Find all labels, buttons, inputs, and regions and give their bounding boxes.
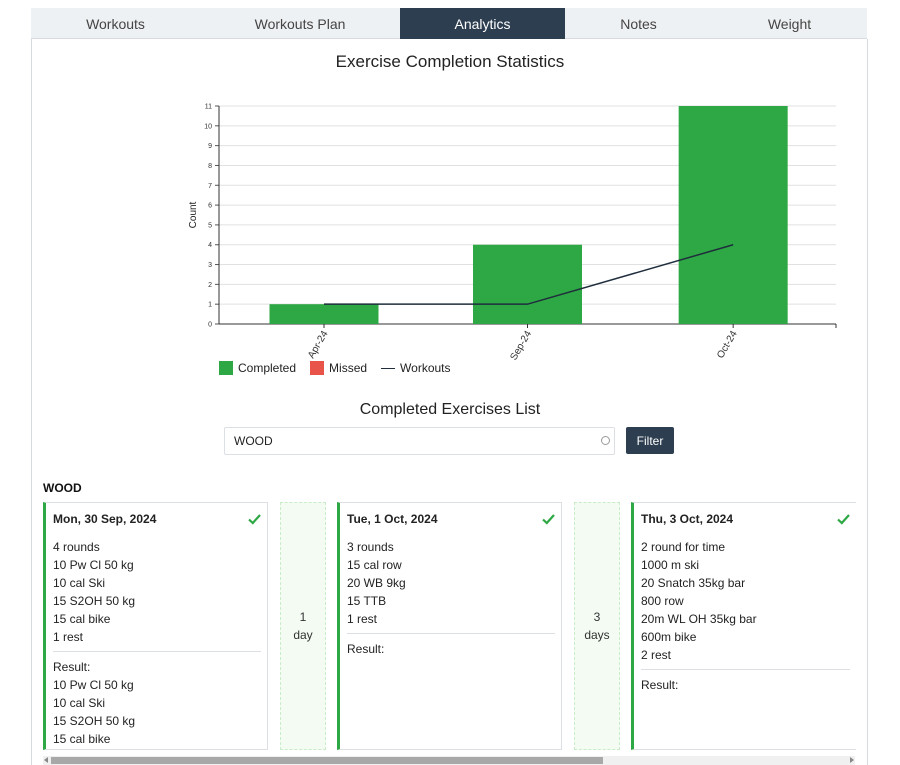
legend-missed[interactable]: Missed	[310, 361, 367, 375]
completion-chart: 0 1 2 3 4 5 6 7 8 9 10 11 Count Apr-24 Sep-24 Oct-24	[188, 104, 837, 363]
legend-workouts[interactable]: Workouts	[381, 361, 451, 375]
y-tick-label: 11	[205, 104, 212, 111]
card-line: 1 rest	[347, 612, 378, 626]
card-line: 15 cal bike	[53, 612, 111, 626]
card-date: Thu, 3 Oct, 2024	[641, 512, 734, 526]
x-tick-label: Oct-24	[715, 329, 740, 361]
result-label: Result:	[347, 642, 385, 656]
workout-card[interactable]: Mon, 30 Sep, 2024 4 rounds 10 Pw Cl 50 k…	[43, 502, 268, 750]
result-label: Result:	[53, 660, 91, 674]
y-tick-label: 1	[208, 302, 212, 309]
check-icon	[837, 514, 850, 525]
card-line: 15 TTB	[347, 594, 387, 608]
card-line: 600m bike	[641, 630, 697, 644]
legend-missed-label: Missed	[329, 361, 368, 375]
y-tick-label: 0	[208, 322, 212, 329]
card-line: 15 S2OH 50 kg	[53, 594, 136, 608]
legend-missed-swatch	[310, 361, 325, 375]
result-line: 10 Pw Cl 50 kg	[53, 678, 134, 692]
card-line: 10 cal Ski	[53, 576, 106, 590]
legend-workouts-swatch	[381, 367, 396, 369]
analytics-panel	[31, 39, 868, 765]
y-tick-label: 4	[208, 242, 212, 249]
section-label: WOOD	[43, 481, 82, 495]
tab-bar: Workouts Workouts Plan Analytics Notes W…	[31, 8, 867, 39]
result-line: 15 S2OH 50 kg	[53, 714, 136, 728]
search-input[interactable]	[225, 428, 614, 454]
result-line: 10 cal Ski	[53, 696, 106, 710]
result-line: 15 cal bike	[53, 732, 111, 746]
tab-weight[interactable]: Weight	[767, 15, 812, 32]
card-divider	[53, 651, 261, 652]
y-tick-label: 6	[208, 203, 212, 210]
gap-unit: days	[584, 628, 610, 642]
search-field	[224, 427, 615, 455]
card-line: 1000 m ski	[641, 558, 700, 572]
card-line: 2 round for time	[641, 540, 726, 554]
y-tick-label: 8	[208, 163, 212, 170]
card-divider	[641, 669, 850, 670]
card-line: 20 Snatch 35kg bar	[641, 576, 746, 590]
card-divider	[347, 633, 555, 634]
card-line: 2 rest	[641, 648, 672, 662]
result-label: Result:	[641, 678, 679, 692]
gap-unit: day	[293, 628, 313, 642]
workout-card[interactable]: Tue, 1 Oct, 2024 3 rounds 15 cal row 20 …	[337, 502, 562, 750]
y-tick-label: 2	[208, 282, 212, 289]
y-axis-label: Count	[188, 201, 199, 228]
tab-notes[interactable]: Notes	[620, 15, 657, 32]
card-line: 4 rounds	[53, 540, 100, 554]
legend-completed[interactable]: Completed	[219, 361, 296, 375]
card-date: Mon, 30 Sep, 2024	[53, 512, 157, 526]
filter-button[interactable]: Filter	[626, 427, 674, 454]
card-line: 20 WB 9kg	[347, 576, 406, 590]
gap-number: 1	[299, 610, 307, 624]
x-tick-label: Apr-24	[306, 329, 331, 361]
tab-analytics[interactable]: Analytics	[400, 8, 565, 39]
x-tick-label: Sep-24	[508, 329, 534, 363]
scroll-thumb[interactable]	[51, 757, 603, 764]
completed-bar	[269, 304, 379, 324]
y-tick-label: 9	[208, 143, 212, 150]
workout-card[interactable]: Thu, 3 Oct, 2024 2 round for time 1000 m…	[631, 502, 856, 750]
tab-workouts[interactable]: Workouts	[86, 15, 145, 32]
y-tick-label: 3	[208, 262, 212, 269]
y-tick-label: 7	[208, 183, 212, 190]
check-icon	[542, 514, 555, 525]
chart-title: Exercise Completion Statistics	[335, 52, 565, 71]
card-line: 1 rest	[53, 630, 84, 644]
card-line: 800 row	[641, 594, 684, 608]
day-gap: 1 day	[280, 502, 326, 750]
completed-bar	[472, 244, 583, 324]
chart-legend: Completed Missed Workouts	[219, 361, 465, 375]
horizontal-scrollbar[interactable]	[43, 756, 855, 765]
legend-workouts-label: Workouts	[400, 361, 451, 375]
completed-bar	[678, 106, 788, 324]
legend-completed-label: Completed	[238, 361, 297, 375]
legend-completed-swatch	[219, 361, 233, 375]
card-line: 3 rounds	[347, 540, 394, 554]
clear-circle-icon[interactable]	[601, 436, 610, 445]
card-line: 20m WL OH 35kg bar	[641, 612, 757, 626]
y-tick-label: 10	[204, 123, 212, 130]
scroll-right-arrow-icon[interactable]	[850, 757, 854, 763]
tab-workouts-plan[interactable]: Workouts Plan	[254, 15, 346, 32]
check-icon	[248, 514, 261, 525]
card-line: 10 Pw Cl 50 kg	[53, 558, 134, 572]
workouts-line	[323, 244, 734, 305]
card-line: 15 cal row	[347, 558, 402, 572]
card-date: Tue, 1 Oct, 2024	[347, 512, 438, 526]
gap-number: 3	[593, 610, 601, 624]
day-gap: 3 days	[574, 502, 620, 750]
scroll-left-arrow-icon[interactable]	[44, 757, 48, 763]
list-title: Completed Exercises List	[359, 401, 541, 418]
y-tick-label: 5	[208, 222, 212, 229]
